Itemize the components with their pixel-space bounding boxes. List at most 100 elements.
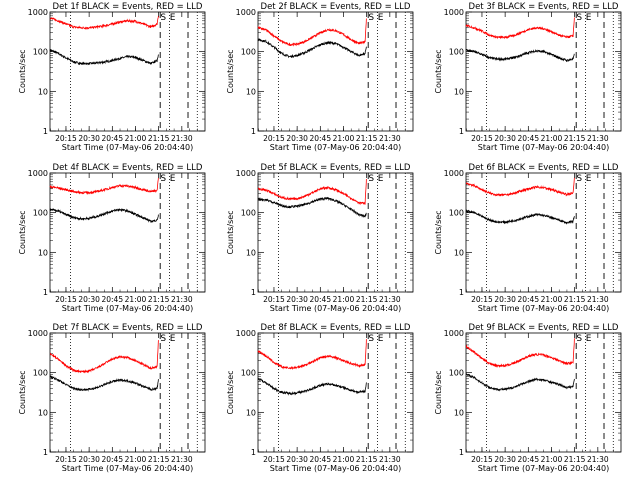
series-events: [49, 48, 159, 66]
x-axis-label: Start Time (07-May-06 20:04:40): [62, 304, 193, 313]
series-events: [465, 49, 575, 63]
x-tick-label: 20:15: [55, 295, 77, 304]
y-tick-label: 100: [241, 209, 256, 218]
y-tick-label: 1000: [444, 8, 464, 17]
x-tick-label: 21:30: [171, 455, 193, 464]
marker-label-E: E: [378, 334, 384, 344]
y-tick-label: 1: [459, 127, 464, 136]
x-tick-label: 21:00: [541, 134, 563, 143]
y-tick-label: 1000: [28, 329, 48, 338]
marker-label-E: E: [170, 334, 176, 344]
marker-label-E: E: [170, 13, 176, 23]
panel-title: Det 6f BLACK = Events, RED = LLD: [469, 163, 619, 173]
marker-label-S: S: [368, 174, 374, 184]
marker-label-E: E: [170, 174, 176, 184]
x-tick-label: 21:15: [356, 455, 378, 464]
plot-frame: [465, 332, 622, 453]
series-lld: [465, 17, 575, 40]
x-tick-label: 21:00: [333, 455, 355, 464]
y-tick-label: 10: [38, 248, 48, 257]
y-tick-label: 10: [38, 87, 48, 96]
x-tick-label: 21:30: [587, 134, 609, 143]
marker-label-S: S: [576, 13, 582, 23]
plot-frame: [257, 332, 414, 453]
plot-frame: [465, 172, 622, 293]
x-tick-label: 21:15: [148, 295, 170, 304]
y-tick-label: 1: [43, 288, 48, 297]
x-axis-label: Start Time (07-May-06 20:04:40): [478, 143, 609, 152]
x-tick-label: 20:45: [517, 455, 539, 464]
x-axis-label: Start Time (07-May-06 20:04:40): [62, 464, 193, 473]
x-tick-label: 20:45: [517, 295, 539, 304]
panel-title: Det 9f BLACK = Events, RED = LLD: [469, 323, 619, 333]
x-axis-label: Start Time (07-May-06 20:04:40): [270, 464, 401, 473]
x-tick-label: 20:15: [55, 455, 77, 464]
x-tick-label: 21:00: [541, 455, 563, 464]
x-tick-label: 20:30: [286, 455, 308, 464]
series-events: [257, 38, 367, 59]
x-tick-label: 20:30: [494, 295, 516, 304]
y-tick-label: 1: [43, 448, 48, 457]
y-tick-label: 1000: [236, 169, 256, 178]
y-tick-label: 1: [459, 288, 464, 297]
y-axis-label: Counts/sec: [226, 49, 235, 93]
panel-title: Det 1f BLACK = Events, RED = LLD: [53, 2, 203, 12]
y-axis-label: Counts/sec: [434, 49, 443, 93]
x-tick-label: 21:15: [356, 134, 378, 143]
panel-det-9: Det 9f BLACK = Events, RED = LLD 1 10 100 10…: [434, 323, 622, 473]
x-tick-label: 20:30: [78, 455, 100, 464]
y-axis-label: Counts/sec: [434, 370, 443, 414]
x-tick-label: 21:15: [564, 134, 586, 143]
panel-det-5: Det 5f BLACK = Events, RED = LLD 1 10 100 10…: [226, 163, 414, 313]
y-tick-label: 1000: [444, 329, 464, 338]
panel-det-6: Det 6f BLACK = Events, RED = LLD 1 10 100 10…: [434, 163, 622, 313]
y-tick-label: 1000: [444, 169, 464, 178]
x-tick-label: 21:00: [125, 295, 147, 304]
y-tick-label: 10: [246, 408, 256, 417]
panel-det-2: Det 2f BLACK = Events, RED = LLD 1 10 100 10…: [226, 2, 414, 152]
marker-label-S: S: [160, 13, 166, 23]
y-tick-label: 1: [251, 127, 256, 136]
marker-label-S: S: [160, 334, 166, 344]
x-tick-label: 21:00: [125, 455, 147, 464]
x-tick-label: 21:15: [148, 134, 170, 143]
marker-label-S: S: [160, 174, 166, 184]
x-tick-label: 20:30: [286, 134, 308, 143]
x-axis-label: Start Time (07-May-06 20:04:40): [478, 304, 609, 313]
marker-label-S: S: [576, 174, 582, 184]
x-tick-label: 20:45: [309, 295, 331, 304]
panel-title: Det 7f BLACK = Events, RED = LLD: [53, 323, 203, 333]
panel-title: Det 2f BLACK = Events, RED = LLD: [261, 2, 411, 12]
marker-label-S: S: [368, 334, 374, 344]
marker-label-E: E: [378, 13, 384, 23]
x-tick-label: 20:30: [78, 295, 100, 304]
series-events: [257, 378, 367, 396]
series-events: [257, 196, 367, 219]
y-tick-label: 100: [449, 48, 464, 57]
panel-det-3: Det 3f BLACK = Events, RED = LLD 1 10 100 10…: [434, 2, 622, 152]
x-tick-label: 21:15: [564, 455, 586, 464]
y-tick-label: 100: [33, 48, 48, 57]
series-events: [49, 208, 159, 223]
x-tick-label: 20:45: [309, 134, 331, 143]
series-lld: [49, 340, 159, 374]
panel-det-1: Det 1f BLACK = Events, RED = LLD 1 10 100 10…: [18, 2, 206, 152]
panel-title: Det 5f BLACK = Events, RED = LLD: [261, 163, 411, 173]
x-tick-label: 21:30: [587, 455, 609, 464]
x-tick-label: 21:00: [541, 295, 563, 304]
x-tick-label: 20:30: [494, 134, 516, 143]
series-lld: [466, 177, 575, 197]
series-events: [49, 375, 159, 392]
marker-label-E: E: [586, 174, 592, 184]
x-tick-label: 20:30: [78, 134, 100, 143]
y-tick-label: 1: [251, 288, 256, 297]
y-tick-label: 10: [38, 408, 48, 417]
y-tick-label: 1000: [28, 169, 48, 178]
x-axis-label: Start Time (07-May-06 20:04:40): [62, 143, 193, 152]
y-axis-label: Counts/sec: [18, 370, 27, 414]
series-lld: [257, 18, 367, 47]
y-tick-label: 1: [43, 127, 48, 136]
y-tick-label: 10: [246, 87, 256, 96]
x-tick-label: 21:00: [333, 134, 355, 143]
